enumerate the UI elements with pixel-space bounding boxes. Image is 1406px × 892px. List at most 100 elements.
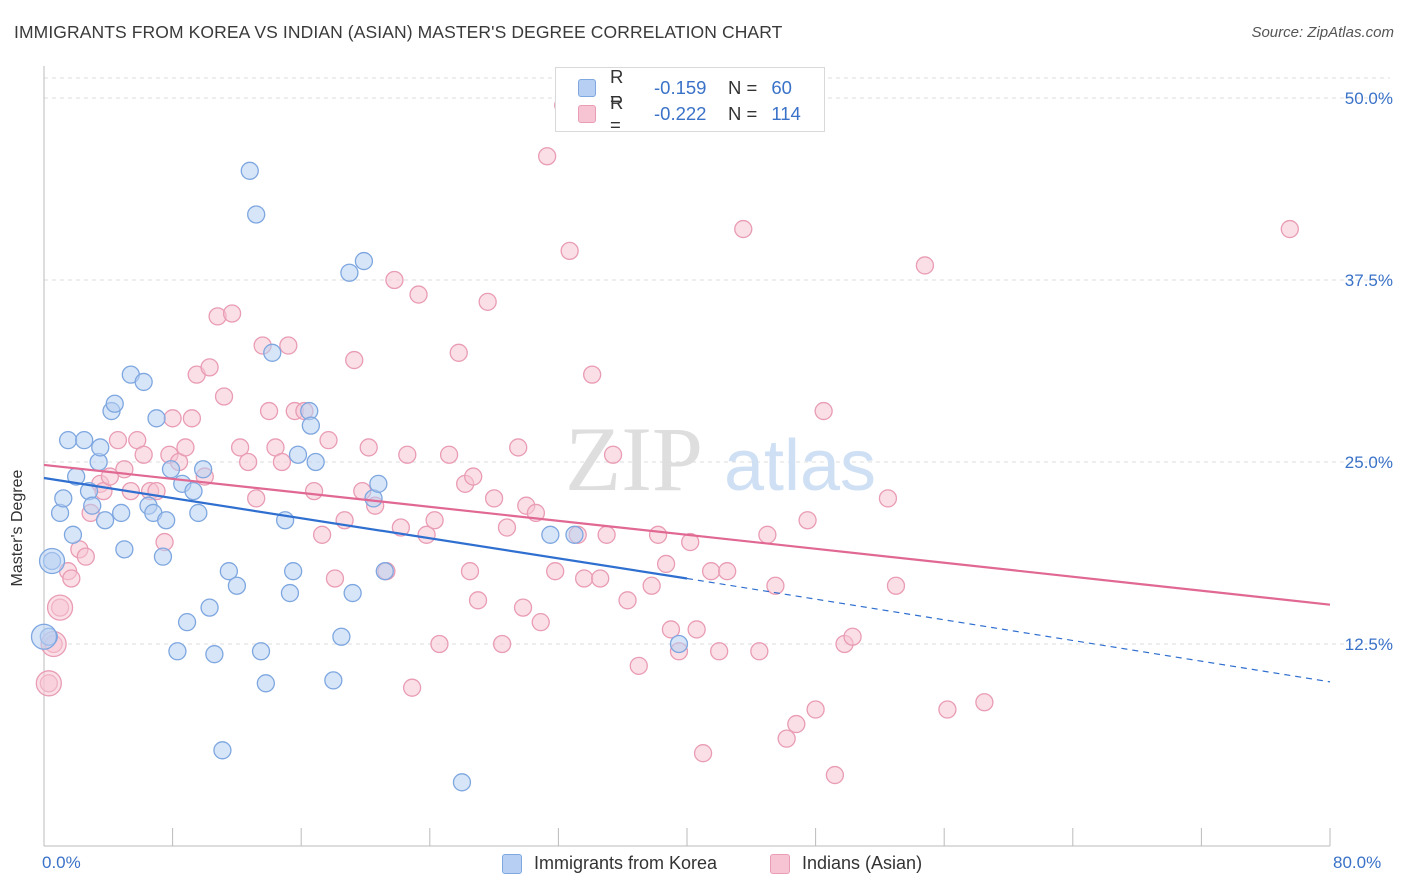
indian-legend-swatch — [770, 853, 790, 874]
korea-point — [213, 741, 232, 760]
korea-point — [247, 205, 266, 224]
indian-point — [272, 452, 292, 472]
indian-point — [222, 304, 242, 323]
indian-point — [391, 518, 411, 537]
stats-row-indian: R = -0.222 N = 114 — [578, 92, 801, 135]
indian-point — [656, 554, 676, 574]
korea-legend-swatch — [502, 853, 522, 874]
korea-point — [263, 343, 282, 362]
indian-point — [259, 401, 279, 421]
korea-point — [240, 161, 259, 180]
indian-point — [484, 489, 504, 508]
indian-point — [325, 569, 345, 588]
indian-point — [304, 481, 324, 501]
korea-point — [452, 773, 472, 792]
r-value-korea: -0.159 — [654, 77, 707, 98]
indian-point — [492, 634, 512, 654]
indian-point — [398, 445, 417, 464]
legend-item-korea: Immigrants from Korea — [502, 853, 717, 874]
korea-point-large — [30, 623, 58, 650]
korea-point — [91, 438, 110, 457]
indian-trend-line — [43, 463, 1331, 606]
korea-point — [54, 489, 73, 508]
watermark-zip: ZIP — [565, 408, 703, 510]
indian-point — [825, 765, 845, 785]
korea-point — [256, 674, 275, 693]
korea-point — [105, 394, 124, 413]
korea-point — [95, 511, 115, 530]
r-label: R = — [610, 92, 624, 135]
indian-point — [975, 693, 994, 712]
indian-point — [681, 532, 700, 552]
korea-point — [205, 645, 224, 664]
indian-point — [247, 489, 266, 508]
indian-point-large — [46, 594, 74, 621]
indian-point — [513, 598, 533, 617]
indian-point — [814, 401, 833, 421]
indian-point — [777, 729, 796, 748]
legend-label-indian: Indians (Asian) — [802, 853, 923, 873]
legend-item-indian: Indians (Asian) — [770, 853, 922, 874]
indian-point — [497, 518, 517, 537]
indian-point — [359, 438, 378, 457]
indian-point — [878, 489, 898, 508]
trend-lines — [43, 463, 1331, 683]
indian-point — [239, 452, 258, 472]
indian-point — [345, 350, 364, 370]
indian-point-large — [35, 670, 62, 697]
korea-point — [63, 525, 83, 544]
indian-point — [425, 511, 444, 530]
indian-point — [843, 627, 862, 646]
indian-point — [915, 256, 935, 275]
korea-point — [288, 445, 308, 464]
indian-point — [661, 620, 681, 639]
korea-point-large — [38, 547, 66, 575]
axes — [43, 66, 1331, 847]
indian-point — [603, 445, 623, 464]
indian-point — [618, 591, 637, 610]
r-value-indian: -0.222 — [654, 103, 707, 124]
indian-point — [176, 438, 195, 457]
indian-point — [583, 365, 602, 384]
indian-point — [230, 438, 250, 457]
korea-trend-line — [43, 476, 688, 580]
indian-point — [938, 700, 957, 719]
indian-point — [546, 562, 565, 581]
korea-point — [324, 671, 343, 690]
indian-point — [402, 678, 422, 697]
x-tick-label-min: 0.0% — [42, 853, 81, 872]
indian-point — [449, 343, 468, 362]
indian-point — [693, 744, 713, 763]
indian-point — [537, 147, 557, 166]
korea-point — [83, 496, 102, 515]
korea-point — [134, 372, 153, 392]
y-tick-label: 50.0% — [1345, 89, 1393, 108]
korea-point — [193, 460, 213, 479]
y-tick-label: 25.0% — [1345, 453, 1393, 472]
korea-point — [153, 547, 173, 566]
korea-point — [251, 642, 271, 661]
indian-point — [509, 438, 528, 457]
korea-point — [177, 613, 197, 632]
korea-point — [115, 540, 134, 559]
korea-point — [58, 431, 78, 450]
indian-point — [642, 576, 661, 595]
source-note: Source: ZipAtlas.com — [1251, 24, 1394, 41]
korea-point — [147, 409, 166, 428]
korea-point — [168, 642, 187, 661]
korea-point — [354, 251, 374, 271]
indian-point — [319, 431, 338, 450]
indian-point — [214, 387, 234, 406]
y-tick-label: 37.5% — [1345, 271, 1393, 290]
indian-point — [182, 409, 202, 428]
korea-point — [669, 634, 689, 654]
korea-point — [280, 583, 300, 603]
indian-point — [430, 634, 449, 654]
r-label: R = — [610, 66, 624, 109]
chart-title: IMMIGRANTS FROM KOREA VS INDIAN (ASIAN) … — [14, 22, 783, 42]
indian-point — [76, 547, 95, 566]
korea-point — [161, 460, 181, 479]
korea-swatch — [578, 79, 596, 97]
watermark-atlas: atlas — [724, 426, 876, 506]
korea-point — [200, 598, 219, 617]
